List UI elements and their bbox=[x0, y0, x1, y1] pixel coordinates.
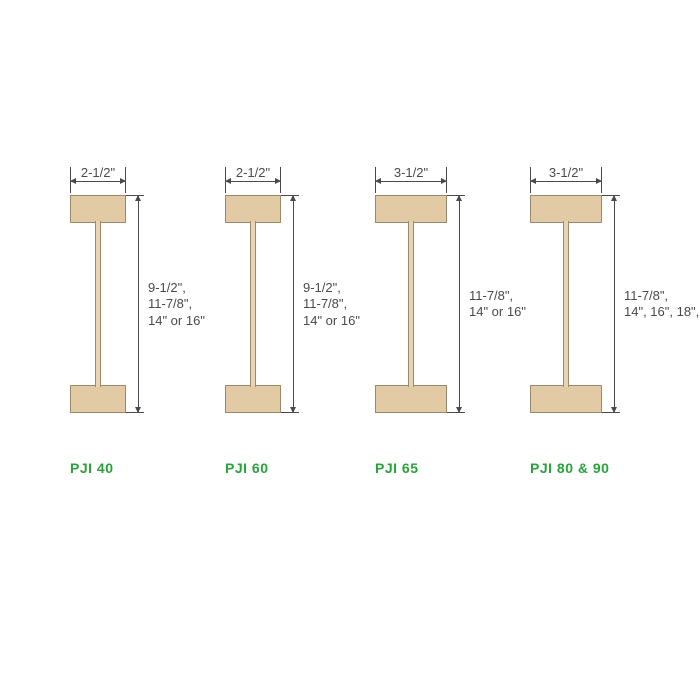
width-label: 3-1/2" bbox=[520, 165, 612, 180]
height-line bbox=[614, 195, 615, 413]
height-arrow-top bbox=[611, 195, 617, 201]
height-label: 11-7/8", 14", 16", 18", 20" or 24" bbox=[624, 288, 700, 321]
diagram-stage: 2-1/2"9-1/2", 11-7/8", 14" or 16"PJI 402… bbox=[0, 0, 700, 700]
joist-name: PJI 80 & 90 bbox=[530, 460, 609, 476]
width-line bbox=[530, 181, 602, 182]
bottom-flange bbox=[530, 385, 602, 413]
height-arrow-bottom bbox=[611, 407, 617, 413]
joist-pji8090: 3-1/2" 11-7/8", 14", 16", 18", 20" or 24"… bbox=[0, 0, 700, 700]
web bbox=[563, 221, 569, 387]
top-flange bbox=[530, 195, 602, 223]
